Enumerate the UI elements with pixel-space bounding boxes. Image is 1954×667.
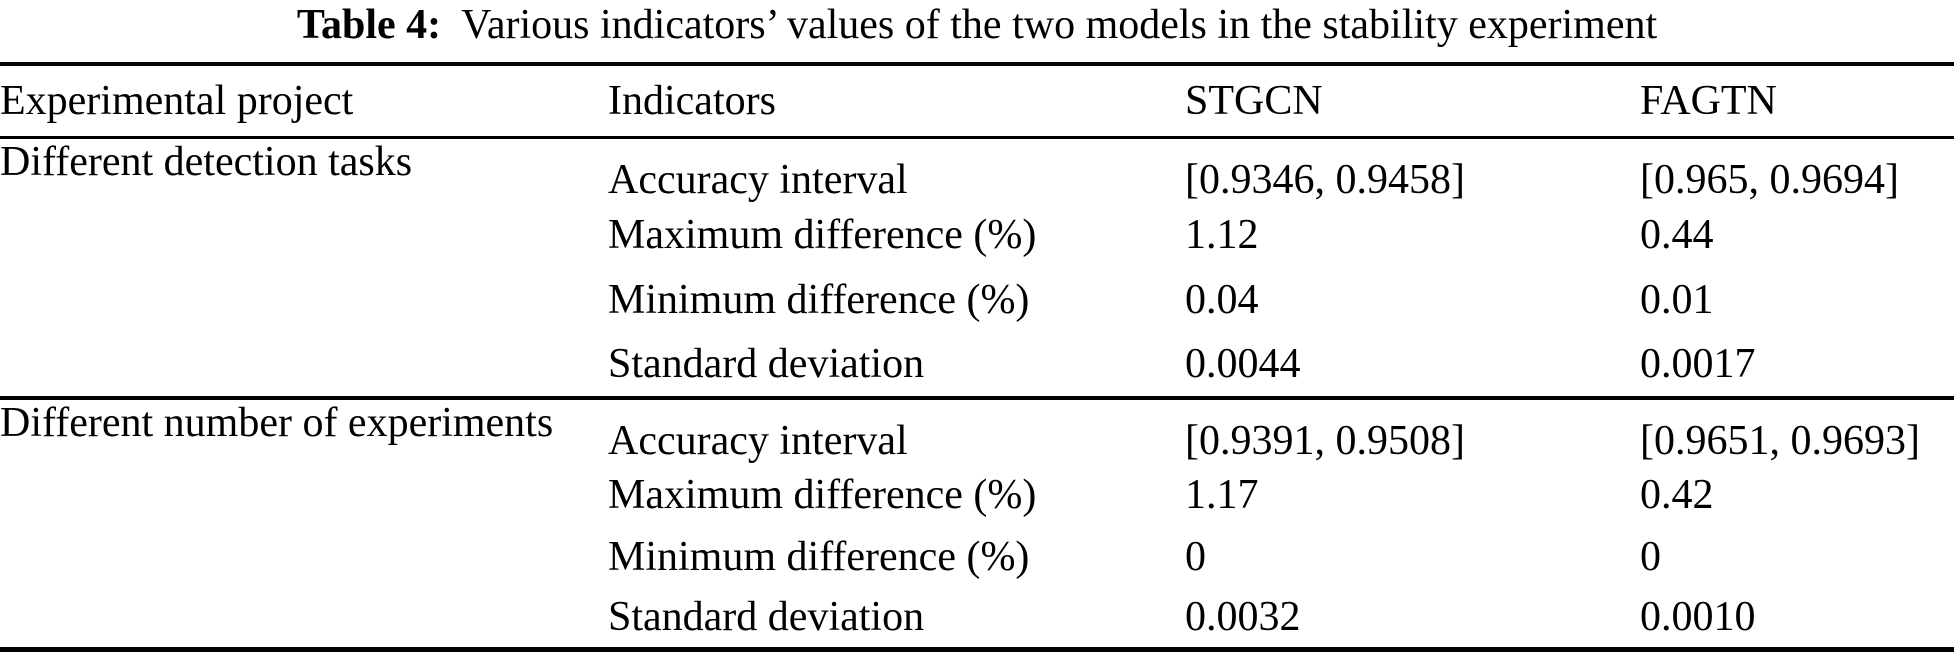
group2-project-label: Different number of experiments <box>0 395 608 650</box>
table-caption-text: Various indicators’ values of the two mo… <box>461 2 1658 48</box>
indicator-cell: Accuracy interval <box>608 156 908 203</box>
header-row: Experimental project Indicators STGCN FA… <box>0 64 1954 139</box>
indicator-cell: Maximum difference (%) <box>608 471 1037 518</box>
stgcn-value-cell: 0.0032 <box>1185 594 1301 641</box>
fagtn-value-cell: 0.01 <box>1640 277 1714 323</box>
indicator-cell: Minimum difference (%) <box>608 277 1030 323</box>
table-caption-number: Table 4: <box>296 2 442 48</box>
indicator-cell: Standard deviation <box>608 594 925 641</box>
stgcn-value-cell: 0.0044 <box>1185 341 1301 387</box>
fagtn-value-cell-best: 0.0017 <box>1640 341 1756 387</box>
stgcn-value-cell: 0 <box>1185 533 1206 580</box>
indicator-cell: Minimum difference (%) <box>608 533 1030 580</box>
stgcn-value-cell: 1.12 <box>1185 212 1259 258</box>
column-header-experimental-project: Experimental project <box>0 64 608 139</box>
indicator-cell: Accuracy interval <box>608 395 1185 464</box>
table-row: Minimum difference (%) 0 0 <box>0 526 1954 588</box>
table-caption: Table 4: Various indicators’ values of t… <box>0 0 1954 62</box>
table-row: Standard deviation 0.0044 0.0017 <box>0 333 1954 398</box>
fagtn-value-cell: 0.42 <box>1640 471 1714 518</box>
stgcn-value-cell: 1.17 <box>1185 471 1259 518</box>
indicator-cell: Maximum difference (%) <box>608 212 1037 258</box>
table-row: Maximum difference (%) 1.17 0.42 <box>0 464 1954 526</box>
column-header-fagtn: FAGTN <box>1640 64 1954 139</box>
stability-experiment-table: Experimental project Indicators STGCN FA… <box>0 62 1954 652</box>
group1-project-label: Different detection tasks <box>0 138 413 185</box>
table-row: Minimum difference (%) 0.04 0.01 <box>0 268 1954 333</box>
fagtn-value-cell: 0 <box>1640 533 1661 580</box>
table-row: Different number of experiments Accuracy… <box>0 395 1954 650</box>
stgcn-value-cell: 0.04 <box>1185 277 1259 323</box>
table-row: Maximum difference (%) 1.12 0.44 <box>0 203 1954 268</box>
stgcn-value-cell: [0.9391, 0.9508] <box>1185 395 1640 464</box>
fagtn-value-cell: [0.9651, 0.9693] <box>1640 395 1954 464</box>
column-header-stgcn: STGCN <box>1185 64 1640 139</box>
stgcn-value-cell: [0.9346, 0.9458] <box>1185 156 1465 203</box>
table-row: Standard deviation 0.0032 0.0010 <box>0 588 1954 650</box>
fagtn-value-cell-best: 0.0010 <box>1640 594 1756 641</box>
indicator-cell: Standard deviation <box>608 341 925 387</box>
column-header-indicators: Indicators <box>608 64 1185 139</box>
table-row: Different detection tasks Accuracy inter… <box>0 137 1954 203</box>
fagtn-value-cell: 0.44 <box>1640 212 1714 258</box>
fagtn-value-cell: [0.965, 0.9694] <box>1640 156 1899 203</box>
